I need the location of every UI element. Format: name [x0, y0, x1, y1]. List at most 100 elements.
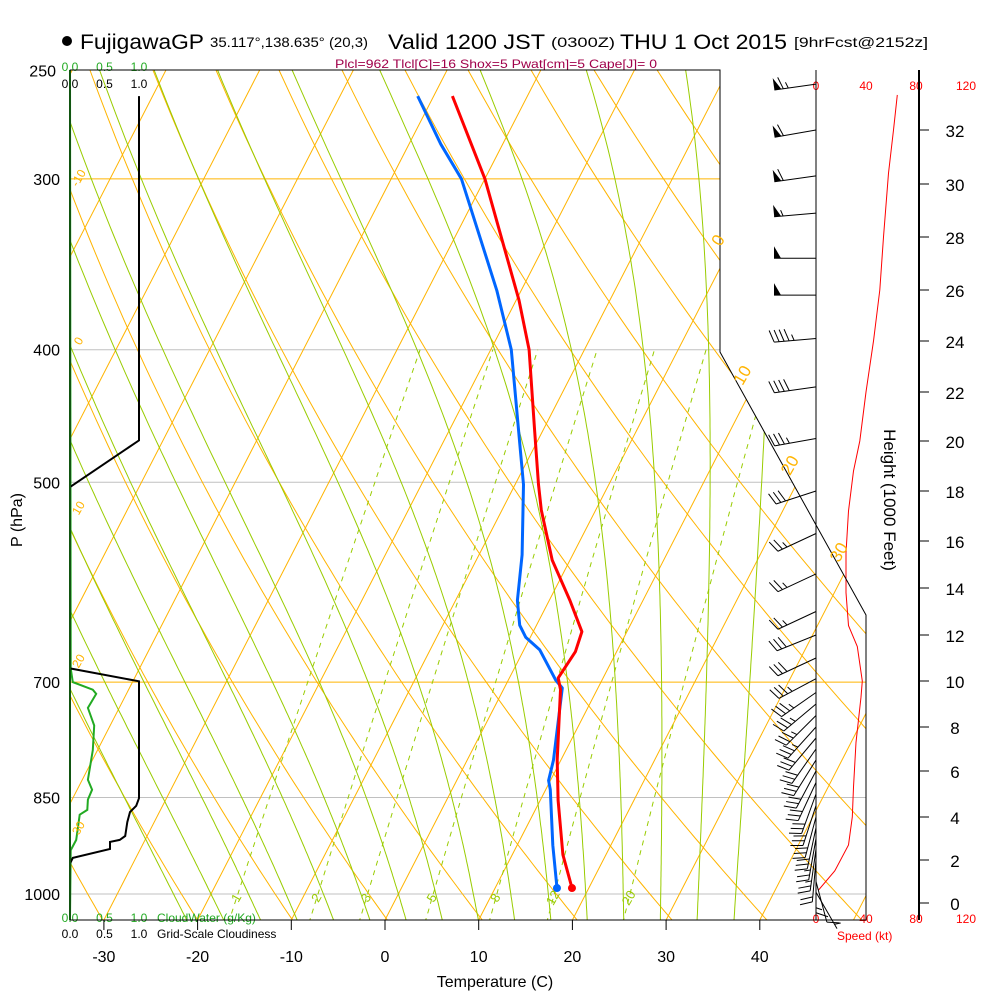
wind-barb-staff	[802, 805, 817, 846]
temperature-axis-label: Temperature (C)	[437, 974, 553, 991]
adiabat-label: 20	[69, 651, 88, 670]
wind-barb-staff	[806, 827, 817, 869]
height-tick-label: 4	[950, 809, 959, 828]
wind-barb-feather	[771, 708, 782, 717]
dry-adiabat-line	[80, 70, 580, 920]
wind-barb-feather	[768, 640, 778, 652]
wind-barb-feather	[785, 818, 799, 822]
station-dot-icon	[62, 36, 72, 46]
temperature-tick-label: 40	[751, 949, 769, 966]
wind-panel: 0246810121416182022242628303200404080801…	[768, 77, 976, 929]
wind-barb-staff	[797, 782, 817, 821]
dry-adiabat-line	[205, 70, 770, 920]
wind-barb	[769, 678, 817, 699]
wind-barb-staff	[774, 386, 817, 394]
mixing-ratio-label: 5	[423, 891, 440, 905]
wind-barb-pennant	[772, 169, 782, 182]
wind-barb-feather	[792, 857, 806, 859]
wind-barb-staff	[774, 438, 817, 447]
wind-barb	[771, 692, 817, 717]
isotherm-line	[660, 70, 866, 920]
wind-barb-feather	[777, 490, 786, 502]
wind-barb-staff	[774, 83, 817, 91]
height-tick-label: 24	[946, 333, 965, 352]
station-name: FujigawaGP	[80, 31, 204, 54]
height-tick-label: 8	[950, 719, 959, 738]
adiabat-label: 0	[71, 334, 87, 347]
dry-adiabat-line	[392, 70, 866, 920]
wind-barb-feather	[800, 896, 813, 901]
wind-barb-staff	[777, 533, 817, 552]
wind-barb	[768, 432, 817, 447]
wind-barb	[768, 657, 817, 677]
mixing-ratio-label: 1	[228, 891, 245, 905]
wind-barb	[796, 838, 817, 883]
wind-barb-half-feather	[834, 922, 841, 925]
wind-barb	[768, 634, 817, 652]
mixing-ratio-line	[358, 349, 539, 920]
wind-barb-feather	[779, 748, 792, 755]
wind-barb-feather	[777, 661, 788, 672]
wind-barb-staff	[774, 212, 817, 218]
isotherm-line	[192, 70, 641, 920]
isotherm-line	[70, 70, 359, 920]
moist-adiabat-line	[70, 70, 336, 920]
wind-barb-half-feather	[791, 744, 799, 748]
wind-barb-feather	[815, 912, 829, 918]
wind-barb	[797, 849, 817, 894]
mixing-ratio-line	[227, 349, 421, 920]
wind-barb-feather	[796, 858, 810, 861]
wind-barb-staff	[777, 657, 817, 677]
wind-barb-pennant	[772, 125, 782, 138]
wind-barb-staff	[787, 726, 817, 759]
wind-barb-feather	[787, 814, 801, 817]
background-lines	[70, 70, 866, 920]
forecast-info: [9hrFcst@2152z]	[794, 34, 928, 50]
isotherm-line	[98, 70, 547, 920]
temperature-tick-label: 10	[470, 949, 488, 966]
wind-barb-feather	[768, 381, 775, 393]
pressure-tick-label: 400	[33, 343, 60, 360]
wind-barb-feather	[772, 491, 782, 503]
wind-barb-feather	[789, 809, 803, 812]
wind-barb-feather	[768, 541, 779, 552]
wind-barb-staff	[775, 490, 817, 505]
wind-barb-staff	[815, 891, 838, 929]
wind-barb-pennant	[774, 246, 781, 259]
wind-barb	[799, 859, 817, 906]
valid-time: Valid 1200 JST	[388, 31, 545, 54]
wind-barb-feather	[797, 890, 811, 894]
wind-barb-staff	[795, 770, 817, 809]
height-axis-label: Height (1000 Feet)	[880, 429, 899, 571]
wind-barb-feather	[783, 805, 797, 809]
wind-barb	[768, 533, 817, 552]
speed-tick-label-top: 120	[956, 79, 976, 93]
wind-barb-staff	[778, 678, 817, 699]
wind-barb-feather	[768, 619, 779, 630]
wind-barb-staff	[801, 793, 817, 834]
wind-barb-feather	[779, 702, 791, 712]
wind-barb-staff	[774, 337, 817, 343]
temperature-tick-label: -20	[186, 949, 209, 966]
moist-adiabat-line	[681, 70, 711, 920]
wind-barb-feather	[796, 874, 810, 878]
wind-barb	[772, 124, 817, 138]
isotherm-line	[847, 70, 866, 920]
cloudiness-line	[69, 96, 140, 864]
dry-adiabat-line	[516, 70, 866, 920]
height-tick-label: 18	[946, 483, 965, 502]
cloudiness-label: Grid-Scale Cloudiness	[157, 927, 276, 941]
wind-barb-feather	[777, 168, 784, 181]
wind-barb	[772, 77, 817, 91]
wind-barb-half-feather	[788, 703, 795, 709]
wind-barb-half-feather	[791, 334, 795, 341]
wind-barb-feather	[799, 901, 813, 906]
sounding-profiles	[416, 95, 584, 893]
wind-barb-feather	[788, 796, 802, 800]
wind-barb-feather	[783, 787, 797, 792]
moist-adiabat-line	[70, 70, 372, 920]
dry-adiabat-line	[70, 70, 200, 920]
wind-barb-feather	[776, 720, 788, 729]
chart-header: FujigawaGP 35.117°,138.635° (20,3) Valid…	[62, 31, 928, 71]
wind-barb-half-feather	[787, 686, 793, 692]
